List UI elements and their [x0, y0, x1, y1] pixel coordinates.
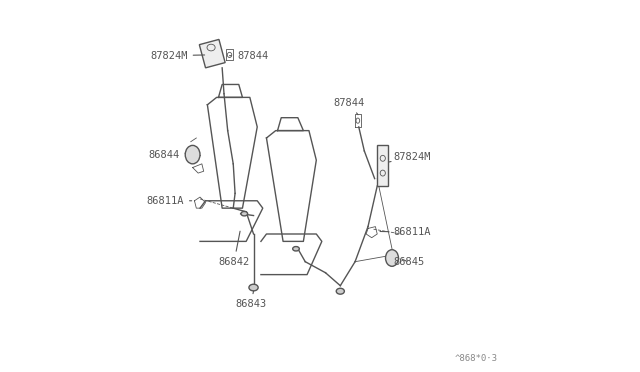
Text: 87824M: 87824M [388, 152, 431, 162]
Ellipse shape [249, 284, 258, 291]
Text: 87844: 87844 [230, 51, 268, 61]
Polygon shape [200, 201, 263, 241]
Text: 86843: 86843 [235, 291, 266, 309]
Text: 87824M: 87824M [150, 51, 205, 61]
Bar [199, 39, 225, 68]
Text: 86844: 86844 [148, 150, 185, 160]
Polygon shape [261, 234, 322, 275]
Polygon shape [266, 131, 316, 241]
Polygon shape [207, 97, 257, 208]
Ellipse shape [336, 288, 344, 294]
Ellipse shape [385, 250, 399, 266]
Ellipse shape [241, 211, 248, 216]
Text: ^868*0·3: ^868*0·3 [454, 354, 497, 363]
Text: 86811A: 86811A [147, 196, 192, 206]
Ellipse shape [185, 145, 200, 164]
Ellipse shape [292, 247, 300, 251]
Bar [377, 145, 388, 186]
Text: 87844: 87844 [333, 98, 364, 115]
Text: 86811A: 86811A [380, 227, 431, 237]
Text: 86842: 86842 [218, 231, 250, 267]
Text: 86845: 86845 [394, 257, 425, 267]
